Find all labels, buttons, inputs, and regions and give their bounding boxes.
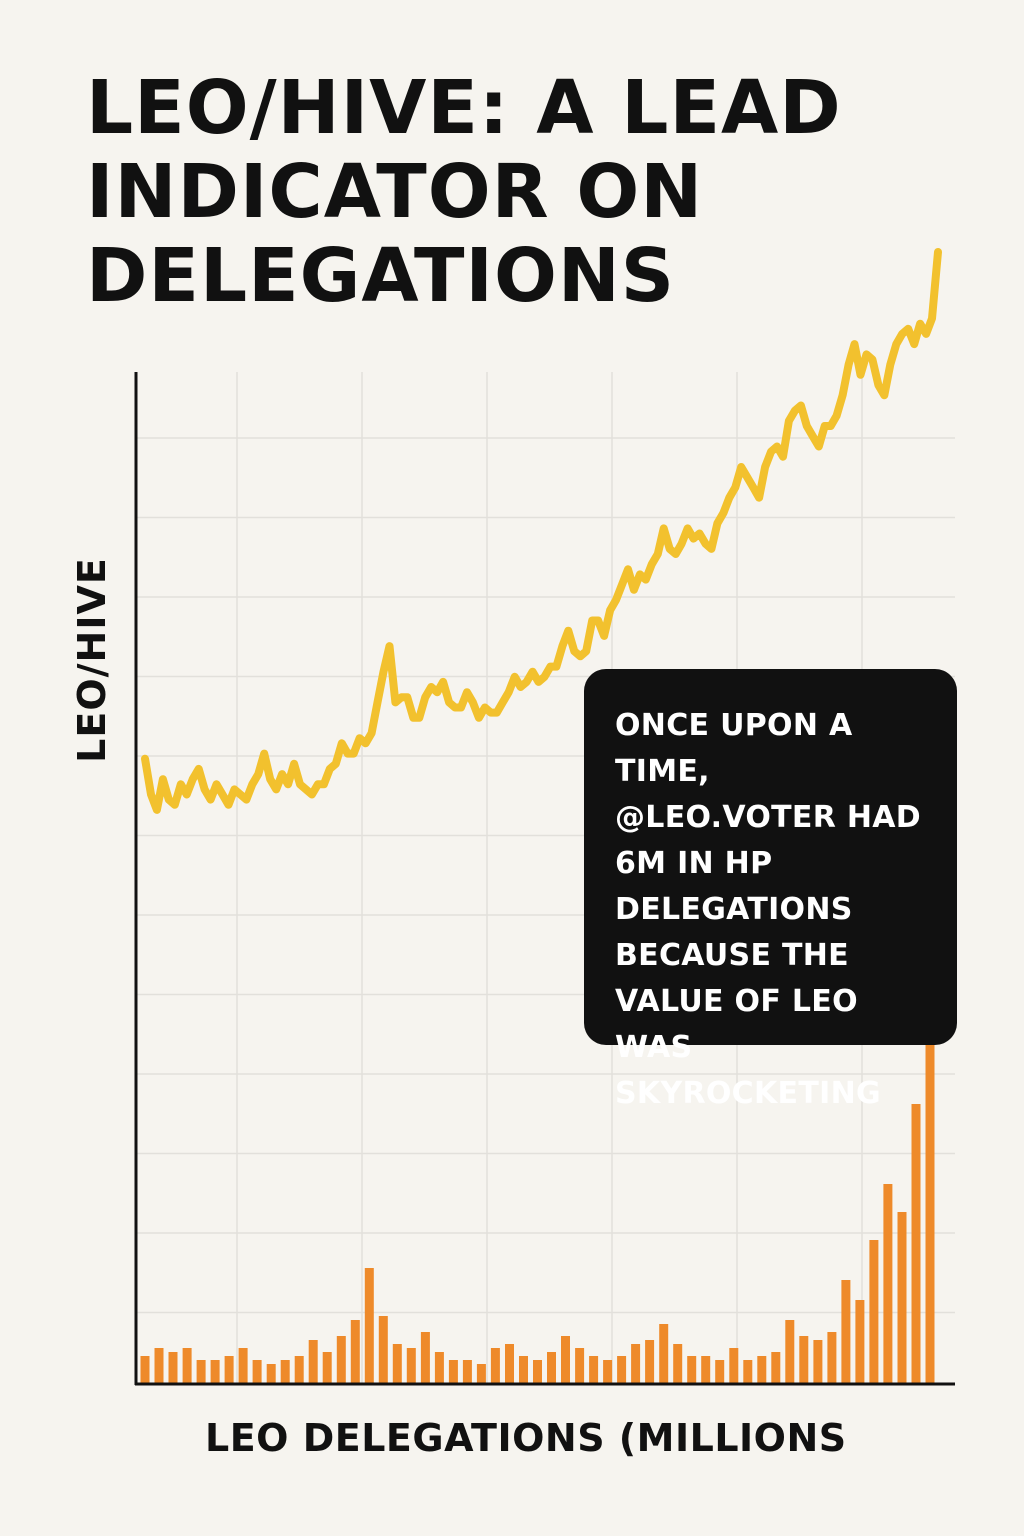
axes: [134, 372, 955, 1386]
bar: [799, 1336, 809, 1384]
bar: [659, 1324, 669, 1384]
bar: [743, 1360, 753, 1384]
bar: [336, 1336, 346, 1384]
bar: [392, 1344, 402, 1384]
bar: [196, 1360, 206, 1384]
bar: [364, 1268, 374, 1384]
annotation-text: ONCE UPON A TIME, @LEO.VOTER HAD 6M IN H…: [615, 708, 921, 1111]
bar: [645, 1340, 655, 1384]
bar: [729, 1348, 739, 1384]
bar: [168, 1352, 178, 1384]
bar: [462, 1360, 472, 1384]
bar: [785, 1320, 795, 1384]
bar: [631, 1344, 641, 1384]
annotation-callout: ONCE UPON A TIME, @LEO.VOTER HAD 6M IN H…: [584, 669, 957, 1111]
bar: [771, 1352, 781, 1384]
bar: [182, 1348, 192, 1384]
bar: [715, 1360, 725, 1384]
bar: [406, 1348, 416, 1384]
bar: [322, 1352, 332, 1384]
bar: [813, 1340, 823, 1384]
bar: [673, 1344, 683, 1384]
bar: [701, 1356, 711, 1384]
bar: [252, 1360, 262, 1384]
bar: [603, 1360, 613, 1384]
bar: [617, 1356, 627, 1384]
bar: [294, 1356, 304, 1384]
x-axis-label: LEO DELEGATIONS (MILLIONS: [205, 1416, 847, 1460]
bar: [911, 1104, 921, 1384]
bar: [490, 1348, 500, 1384]
bar: [420, 1332, 430, 1384]
bar: [757, 1356, 767, 1384]
bar: [476, 1364, 486, 1384]
bar: [589, 1356, 599, 1384]
bar: [855, 1300, 865, 1384]
bar: [925, 1000, 935, 1384]
bar: [841, 1280, 851, 1384]
bar: [533, 1360, 542, 1384]
bar: [434, 1352, 444, 1384]
line-series: [141, 248, 942, 814]
bar: [561, 1336, 570, 1384]
chart-title: LEO/HIVE: A LEAD INDICATOR ON DELEGATION…: [86, 65, 842, 319]
bar: [827, 1332, 837, 1384]
bar: [897, 1212, 907, 1384]
bar: [140, 1356, 150, 1384]
bar: [378, 1316, 388, 1384]
bar: [547, 1352, 556, 1384]
bar: [519, 1356, 528, 1384]
bar: [224, 1356, 234, 1384]
line-series-path: [141, 248, 942, 814]
bar: [350, 1320, 360, 1384]
bar-series: [140, 1000, 935, 1384]
bar: [883, 1184, 893, 1384]
bar: [308, 1340, 318, 1384]
bar: [210, 1360, 220, 1384]
bar: [687, 1356, 697, 1384]
bar: [505, 1344, 514, 1384]
bar: [869, 1240, 879, 1384]
bar: [238, 1348, 248, 1384]
bar: [266, 1364, 276, 1384]
bar: [154, 1348, 164, 1384]
bar: [280, 1360, 290, 1384]
bar: [575, 1348, 585, 1384]
bar: [448, 1360, 458, 1384]
